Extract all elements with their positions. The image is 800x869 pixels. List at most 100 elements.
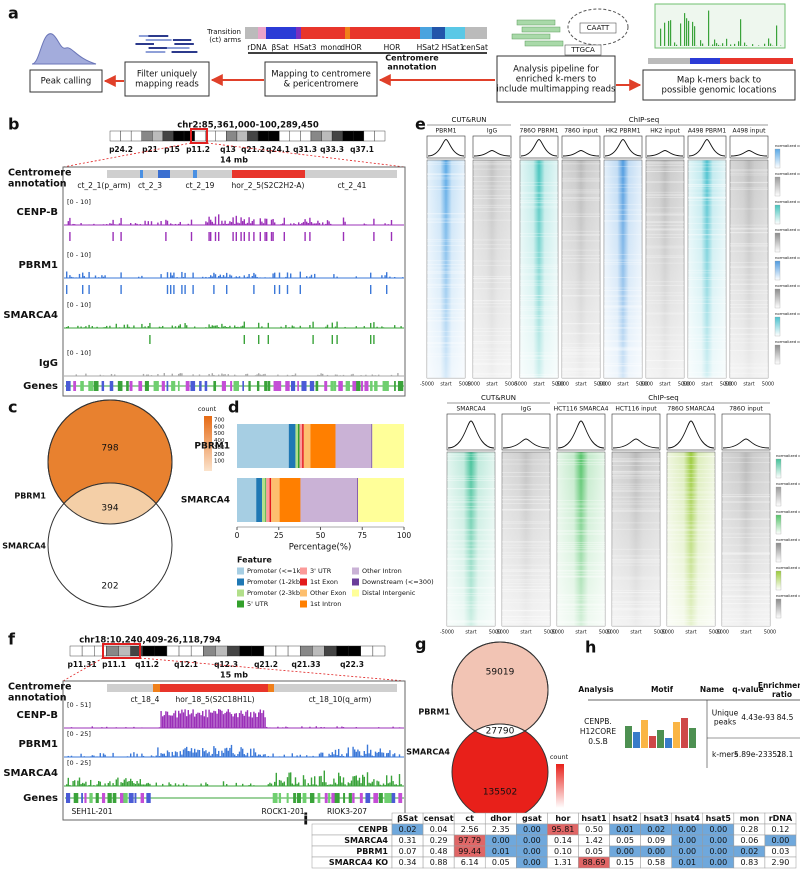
signal: [301, 726, 303, 728]
signal: [222, 275, 225, 278]
heatmap-fade: [722, 452, 770, 626]
signal: [184, 323, 186, 328]
signal: [314, 273, 316, 278]
gene: [345, 381, 350, 391]
track-name: SMARCA4: [3, 310, 58, 321]
signal: [262, 223, 265, 225]
ideogram-band: [372, 645, 386, 657]
signal: [147, 374, 149, 376]
signal: [237, 754, 239, 757]
signal: [198, 750, 201, 757]
signal: [325, 223, 327, 225]
signal: [334, 374, 337, 376]
profile-curve: [604, 139, 642, 157]
signal: [141, 727, 143, 728]
signal: [378, 727, 380, 728]
signal: [387, 224, 389, 225]
signal-icon: [714, 39, 716, 46]
ideogram-band: [194, 130, 206, 142]
signal: [318, 375, 321, 376]
signal: [330, 223, 332, 225]
signal: [78, 777, 81, 786]
signal: [261, 326, 263, 328]
heatmap-fade: [667, 452, 715, 626]
signal: [125, 778, 127, 786]
signal: [93, 785, 95, 786]
peak-call: [181, 285, 183, 294]
signal: [234, 277, 236, 278]
annotation-segment: [266, 27, 296, 39]
column-label: HCT116 input: [615, 406, 657, 413]
signal: [280, 326, 282, 328]
signal: [142, 784, 145, 786]
peak-call: [331, 335, 333, 344]
signal: [102, 327, 105, 328]
signal: [242, 713, 244, 728]
signal: [222, 223, 225, 225]
signal: [168, 752, 170, 757]
legend-tick: 500: [214, 431, 225, 437]
signal: [245, 223, 247, 225]
gene: [185, 381, 190, 391]
venn-count: 798: [101, 444, 118, 454]
signal-icon: [770, 43, 772, 46]
signal: [200, 715, 202, 728]
signal: [253, 785, 255, 786]
track-range: [0 - 25]: [67, 730, 91, 738]
signal: [232, 753, 234, 757]
signal: [342, 374, 345, 376]
annotation-title: annotation: [8, 693, 67, 704]
signal: [389, 750, 391, 757]
legend-title: normalized counts: [775, 143, 800, 148]
cell-value: 0.00: [523, 836, 541, 845]
signal: [360, 755, 362, 757]
annotation-legend: HOR: [384, 43, 401, 52]
zoom-line: [139, 657, 406, 682]
track-name: CENP-B: [17, 207, 58, 218]
signal: [82, 272, 84, 278]
signal: [144, 326, 146, 328]
signal: [326, 374, 329, 376]
signal: [400, 326, 402, 328]
x-label: 5000: [459, 382, 471, 388]
signal: [133, 783, 135, 786]
signal: [307, 223, 309, 225]
legend-gradient: [774, 260, 781, 281]
signal: [182, 712, 185, 728]
pipeline-text: Map k-mers back to: [677, 76, 761, 86]
venn-outline: [47, 399, 173, 525]
signal: [214, 216, 217, 225]
signal: [144, 784, 146, 786]
legend-gradient: [774, 288, 781, 309]
column-label: 786O PBRM1: [520, 128, 559, 135]
signal: [141, 275, 143, 278]
ideogram-band: [247, 130, 259, 142]
venn-outline: [451, 641, 549, 739]
venn-label: SMARCA4: [406, 748, 450, 757]
gene: [384, 793, 389, 803]
cell-value: 0.02: [399, 825, 417, 834]
signal: [248, 716, 250, 728]
signal: [352, 373, 354, 376]
signal: [312, 223, 314, 225]
signal: [122, 782, 124, 786]
annotation-segment: [193, 170, 197, 178]
gene: [333, 381, 337, 391]
signal: [347, 747, 349, 757]
signal: [395, 327, 397, 328]
category-label: PBRM1: [194, 442, 230, 452]
cell-value: 0.00: [616, 847, 634, 856]
signal: [245, 277, 247, 278]
profile-curve: [447, 420, 495, 449]
signal: [397, 785, 399, 786]
signal: [277, 726, 279, 728]
group-label: ChIP-seq: [629, 116, 659, 124]
signal: [178, 710, 180, 728]
x-label: 5000: [489, 630, 501, 636]
signal: [370, 749, 372, 757]
signal: [211, 712, 213, 728]
peak-call: [266, 232, 268, 241]
signal: [365, 224, 367, 225]
signal: [283, 217, 285, 225]
signal: [384, 275, 386, 278]
